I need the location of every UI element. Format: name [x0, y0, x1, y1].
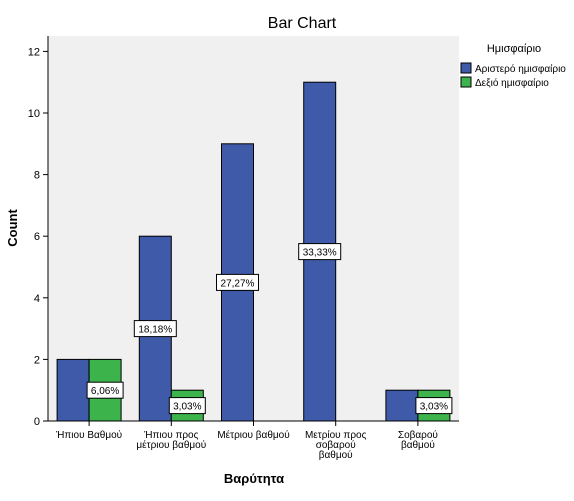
y-tick-label: 6 — [34, 231, 40, 243]
x-tick-label: βαθμού — [319, 449, 353, 461]
x-tick-label: βαθμού — [401, 439, 435, 451]
legend-swatch — [460, 76, 472, 88]
x-tick-label: Μετρίου προς — [305, 429, 367, 441]
data-label: 33,33% — [303, 248, 337, 259]
legend: Ημισφαίριο Αριστερό ημισφαίριο Δεξιό ημισ… — [460, 43, 566, 89]
y-axis-label: Count — [5, 209, 20, 247]
x-tick-label: σοβαρού — [316, 439, 356, 451]
data-label-box — [298, 243, 342, 261]
data-label: 3,03% — [173, 402, 201, 413]
legend-label: Δεξιό ημισφαίριο — [475, 77, 549, 89]
x-tick-label: Μέτριου βαθμού — [217, 429, 289, 441]
y-tick-label: 12 — [28, 46, 40, 58]
x-tick-label: Ήπιου Βαθμού — [55, 429, 122, 441]
x-tick-label: Ήπιου προς — [143, 430, 198, 441]
y-tick-label: 10 — [28, 108, 40, 120]
bar-series0-cat0 — [56, 358, 90, 422]
legend-label: Αριστερό ημισφαίριο — [475, 63, 566, 75]
x-tick-label: μέτριου βαθμού — [136, 439, 206, 451]
data-labels-layer: 18,18% 27,27% 33,33% 6,06% 3,03% 3,03% — [86, 243, 453, 415]
y-tick-label: 4 — [34, 293, 40, 305]
data-label: 27,27% — [221, 278, 255, 289]
chart-title: Bar Chart — [268, 15, 337, 32]
data-label-box — [86, 381, 124, 399]
legend-title: Ημισφαίριο — [487, 43, 541, 55]
data-label: 18,18% — [138, 325, 172, 336]
data-label-box — [415, 397, 453, 415]
data-label-box — [133, 320, 177, 338]
data-label: 3,03% — [420, 402, 448, 413]
data-label-box — [216, 273, 259, 291]
x-axis-label: Βαρύτητα — [224, 471, 284, 486]
data-label-box — [168, 397, 206, 415]
bar-series0-cat4 — [385, 389, 419, 422]
legend-swatch — [460, 62, 472, 74]
data-label: 6,06% — [91, 386, 119, 397]
y-tick-label: 2 — [34, 354, 40, 366]
y-tick-label: 8 — [34, 170, 40, 182]
y-tick-label: 0 — [34, 416, 40, 428]
x-tick-label: Σοβαρού — [398, 429, 438, 441]
